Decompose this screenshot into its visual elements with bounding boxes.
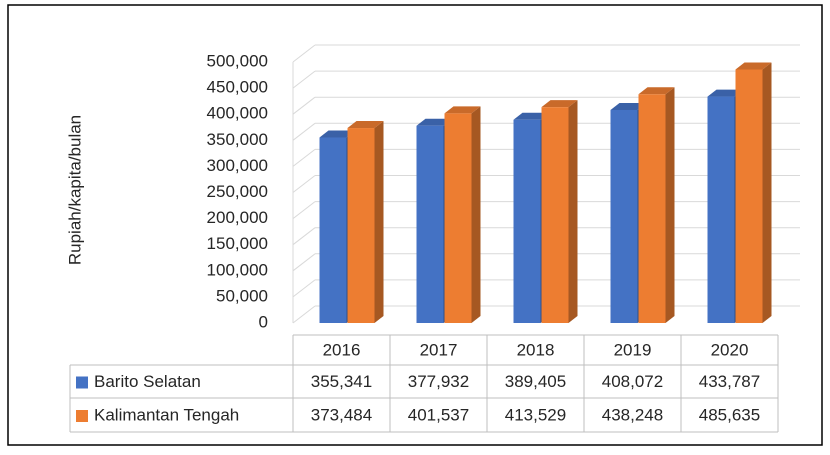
table-value: 373,484: [311, 405, 372, 424]
table-value: 485,635: [699, 405, 760, 424]
table-value: 355,341: [311, 372, 372, 391]
grid-line: [292, 227, 316, 246]
bar: [735, 69, 763, 323]
table-value: 408,072: [602, 372, 663, 391]
y-tick-label: 150,000: [207, 234, 268, 253]
table-value: 438,248: [602, 405, 663, 424]
bar: [610, 109, 638, 323]
bar-side: [762, 62, 772, 323]
grid-line: [292, 149, 316, 167]
bar-top: [444, 106, 481, 114]
bar-side: [471, 106, 481, 323]
bar-top: [416, 118, 453, 126]
y-tick-label: 200,000: [207, 208, 268, 227]
bar-side: [665, 87, 675, 323]
y-tick-label: 500,000: [207, 51, 268, 70]
grid-line: [292, 70, 316, 89]
grid-line: [292, 279, 316, 298]
grid-line: [292, 122, 316, 141]
y-tick-label: 100,000: [207, 260, 268, 279]
y-axis-label: Rupiah/kapita/bulan: [65, 115, 84, 265]
bar: [513, 119, 541, 323]
y-tick-label: 250,000: [207, 182, 268, 201]
bar-top: [707, 89, 744, 97]
legend-label: Kalimantan Tengah: [94, 405, 239, 424]
bar-side: [374, 121, 384, 323]
x-tick-label: 2018: [517, 340, 555, 359]
y-tick-label: 450,000: [207, 78, 268, 97]
bar-top: [347, 121, 384, 129]
x-tick-label: 2016: [323, 340, 361, 359]
grid-line: [292, 96, 316, 115]
frame: [7, 4, 823, 446]
x-tick-label: 2019: [614, 340, 652, 359]
bar: [347, 128, 375, 323]
bar-side: [568, 100, 578, 323]
table-value: 389,405: [505, 372, 566, 391]
table-value: 401,537: [408, 405, 469, 424]
y-tick-label: 300,000: [207, 156, 268, 175]
x-tick-label: 2020: [711, 340, 749, 359]
table-value: 433,787: [699, 372, 760, 391]
bar-top: [319, 130, 356, 138]
legend-swatch: [76, 410, 88, 422]
table-value: 377,932: [408, 372, 469, 391]
y-tick-label: 350,000: [207, 130, 268, 149]
bar-top: [513, 112, 550, 120]
bar: [444, 113, 472, 324]
table-value: 413,529: [505, 405, 566, 424]
grid-line: [292, 201, 316, 219]
bar-top: [610, 102, 647, 110]
bar: [707, 96, 735, 323]
bar: [319, 137, 347, 323]
bar: [416, 125, 444, 323]
y-tick-label: 0: [259, 312, 268, 331]
y-tick-label: 50,000: [216, 286, 268, 305]
bar-top: [735, 62, 772, 70]
y-tick-label: 400,000: [207, 104, 268, 123]
bar-top: [541, 100, 578, 108]
bar-top: [638, 87, 675, 95]
grid-line: [292, 305, 316, 324]
x-tick-label: 2017: [420, 340, 458, 359]
bar: [638, 94, 666, 323]
bar: [541, 107, 569, 323]
grid-line: [292, 253, 316, 272]
grid-line: [292, 175, 316, 193]
grid-line: [292, 44, 316, 63]
legend-label: Barito Selatan: [94, 372, 201, 391]
legend-swatch: [76, 376, 88, 389]
